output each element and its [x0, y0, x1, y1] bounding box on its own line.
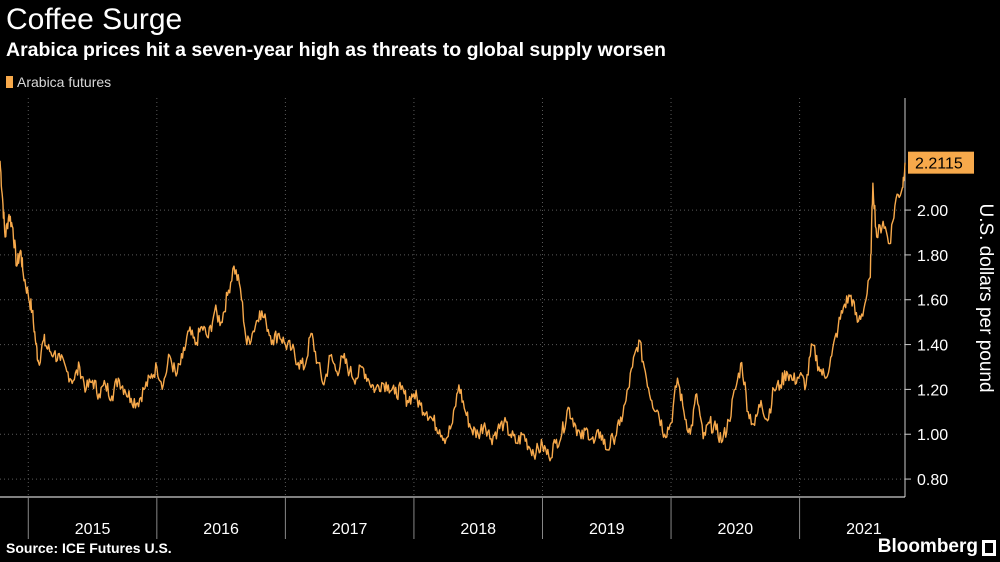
brand-logo: Bloomberg	[877, 536, 978, 557]
y-tick-label: 1.60	[917, 293, 948, 310]
x-tick-label: 2017	[332, 521, 368, 538]
x-tick-label: 2020	[718, 521, 754, 538]
y-tick-label: 0.80	[917, 472, 948, 489]
legend-label: Arabica futures	[17, 74, 112, 90]
chart-title: Coffee Surge	[6, 3, 183, 36]
y-tick-label: 1.20	[917, 382, 948, 399]
x-tick-label: 2015	[75, 521, 111, 538]
legend-swatch	[6, 76, 13, 88]
brand-mark-icon	[982, 540, 996, 556]
y-axis-label: U.S. dollars per pound	[975, 203, 996, 393]
legend: Arabica futures	[6, 74, 111, 90]
x-tick-label: 2019	[589, 521, 625, 538]
chart-subtitle: Arabica prices hit a seven-year high as …	[6, 39, 666, 61]
y-tick-label: 2.00	[917, 203, 948, 220]
x-tick-label: 2016	[203, 521, 239, 538]
source-note: Source: ICE Futures U.S.	[6, 540, 172, 556]
y-tick-label: 1.40	[917, 338, 948, 355]
last-value-label: 2.2115	[915, 156, 963, 173]
series-line-arabica	[0, 160, 906, 462]
last-value-badge	[908, 151, 974, 174]
x-tick-label: 2018	[460, 521, 496, 538]
y-tick-label: 1.80	[917, 248, 948, 265]
y-tick-label: 1.00	[917, 427, 948, 444]
x-tick-label: 2021	[846, 521, 882, 538]
